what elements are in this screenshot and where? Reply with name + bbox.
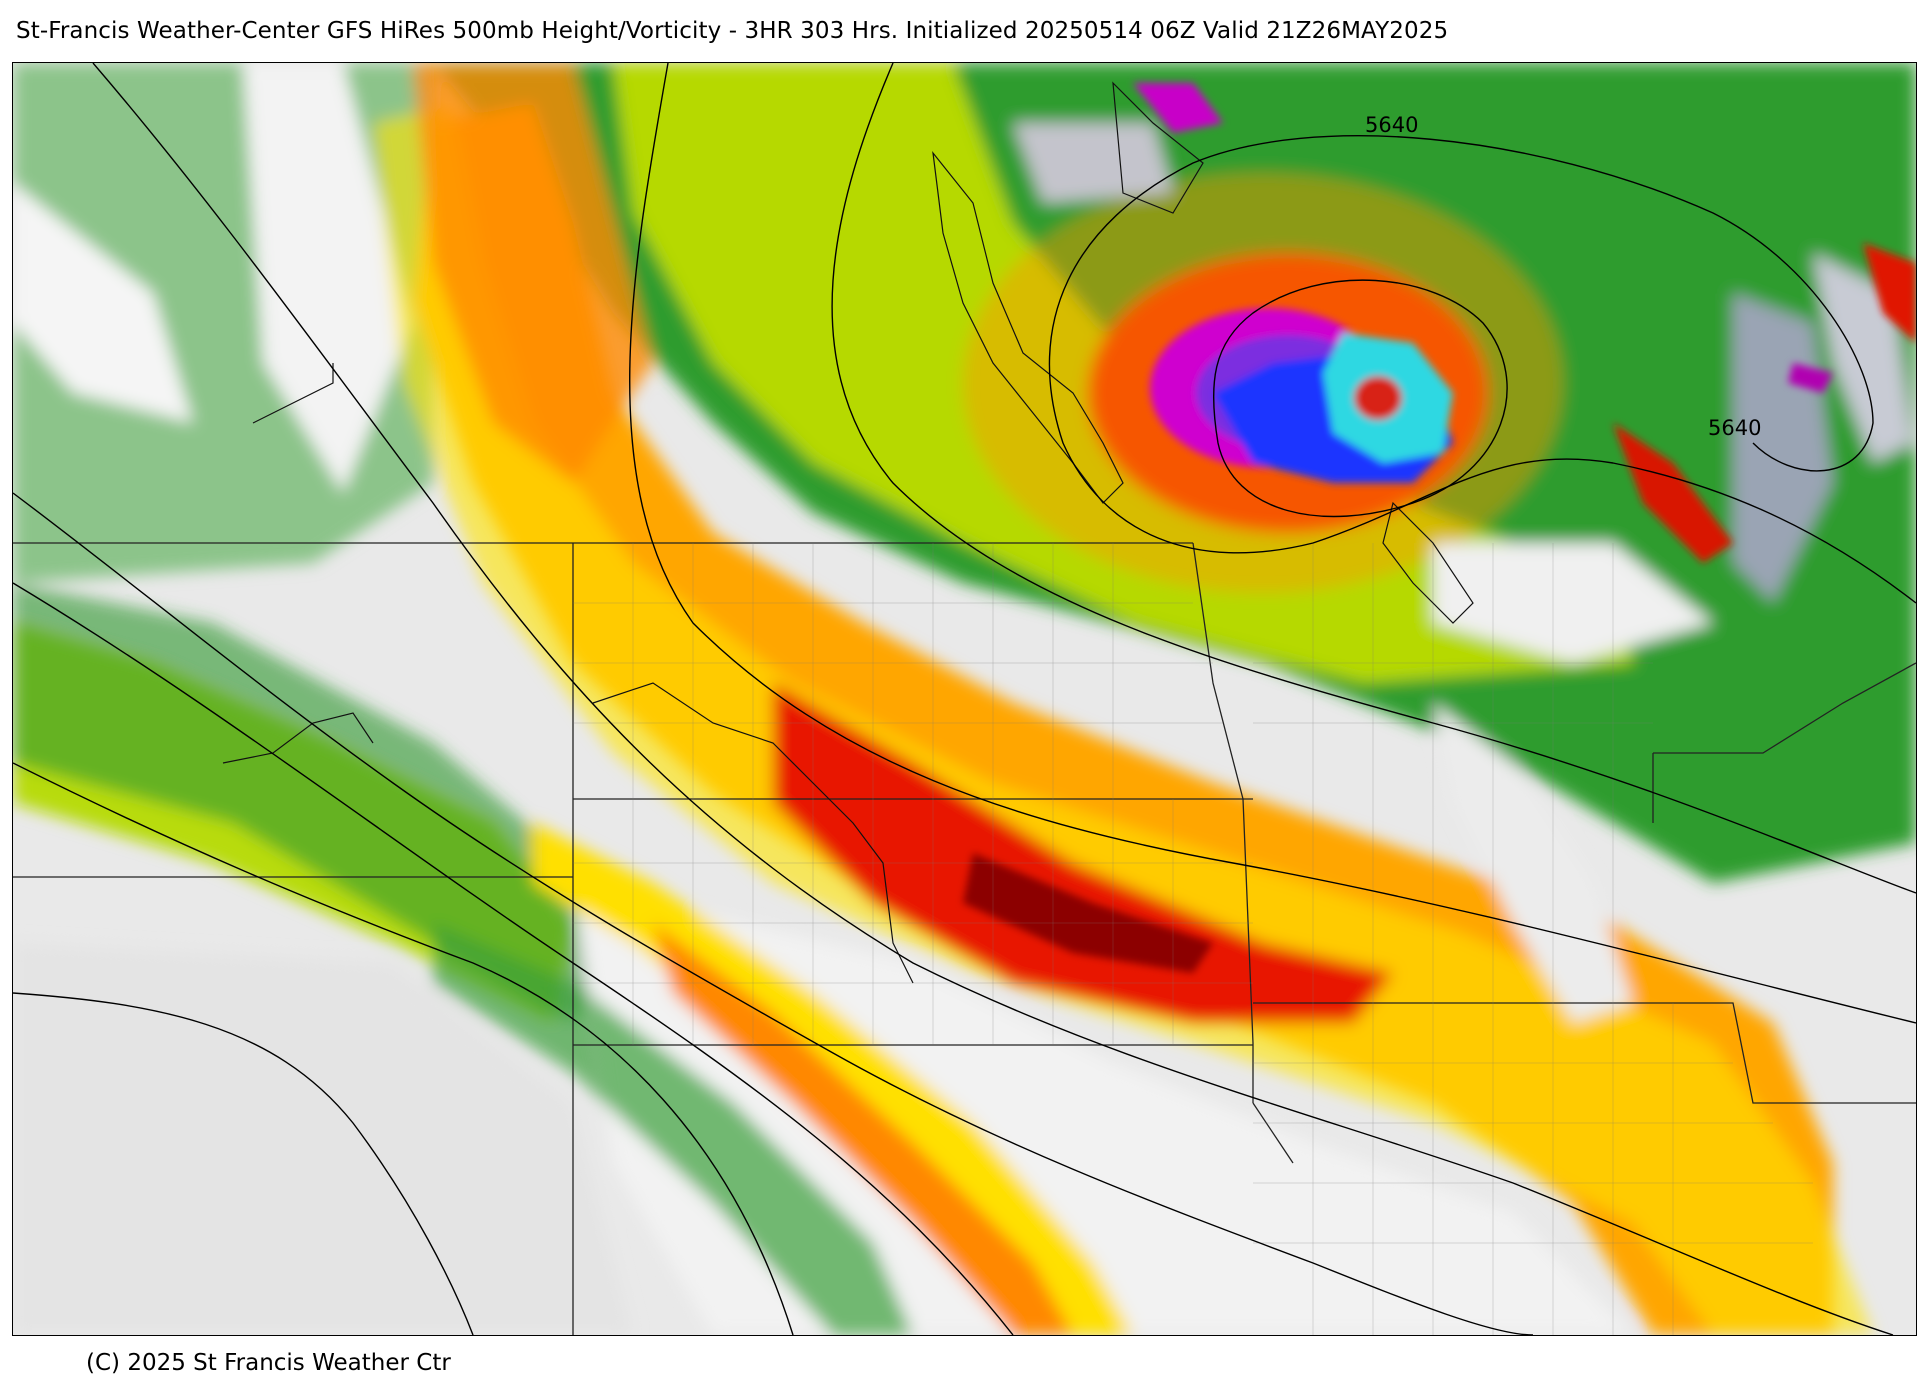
height-contour-8	[1048, 135, 1916, 604]
south-green-streak	[433, 923, 913, 1335]
east-magenta-spot	[1788, 363, 1833, 393]
nw-white-streak	[243, 63, 413, 493]
height-contour-6	[629, 63, 1916, 1024]
height-contour-4	[13, 762, 794, 1335]
contour-labels: 5640 5640	[1365, 113, 1761, 440]
height-contour-5	[13, 992, 474, 1335]
map-title: St-Francis Weather-Center GFS HiRes 500m…	[16, 18, 1449, 44]
height-contour-3	[13, 582, 1014, 1335]
height-contours	[13, 63, 1916, 1335]
contour-label-5640-north: 5640	[1365, 113, 1418, 137]
far-ne-red-streak	[1863, 243, 1916, 343]
political-boundaries	[13, 542, 1916, 1335]
nw-white-streak-2	[13, 183, 193, 423]
map-canvas: 5640 5640	[13, 63, 1916, 1335]
jet-red-core	[773, 683, 1393, 1023]
copyright-footer: (C) 2025 St Francis Weather Ctr	[86, 1350, 451, 1376]
border-line-10	[1653, 662, 1916, 754]
ne-magenta-streak	[1133, 83, 1223, 133]
height-contour-1	[92, 63, 1894, 1335]
east-white-streak	[1433, 703, 1633, 1023]
vorticity-map: 5640 5640	[12, 62, 1917, 1336]
border-line-8	[1252, 1102, 1294, 1164]
ne-gray-patch	[1013, 123, 1173, 203]
vorticity-core	[963, 83, 1916, 973]
river-outline-1	[592, 682, 914, 984]
vorticity-shading	[13, 63, 1916, 1335]
coastlines	[222, 81, 1474, 984]
north-arc-orange	[413, 63, 653, 483]
height-contour-2	[13, 492, 1534, 1335]
south-orange-streak	[653, 923, 1073, 1335]
jet-yellow-edge	[373, 103, 1873, 1335]
height-contour-low	[1212, 279, 1508, 518]
jet-dark-red-max	[963, 853, 1213, 973]
great-lake-outline	[1382, 501, 1474, 624]
low-red-center	[1354, 376, 1402, 420]
hudson-inlet-outline	[1112, 81, 1204, 214]
contour-label-5640-east: 5640	[1708, 416, 1761, 440]
height-contour-7	[831, 63, 1916, 894]
east-white-bowl	[1433, 543, 1713, 663]
river-outline-2	[222, 712, 374, 764]
sw-gray-zone	[13, 943, 633, 1335]
west-green-band	[13, 583, 613, 1023]
lake-winnipeg-outline	[932, 150, 1124, 504]
east-red-streak	[1613, 423, 1733, 563]
river-outline-3	[252, 363, 334, 424]
